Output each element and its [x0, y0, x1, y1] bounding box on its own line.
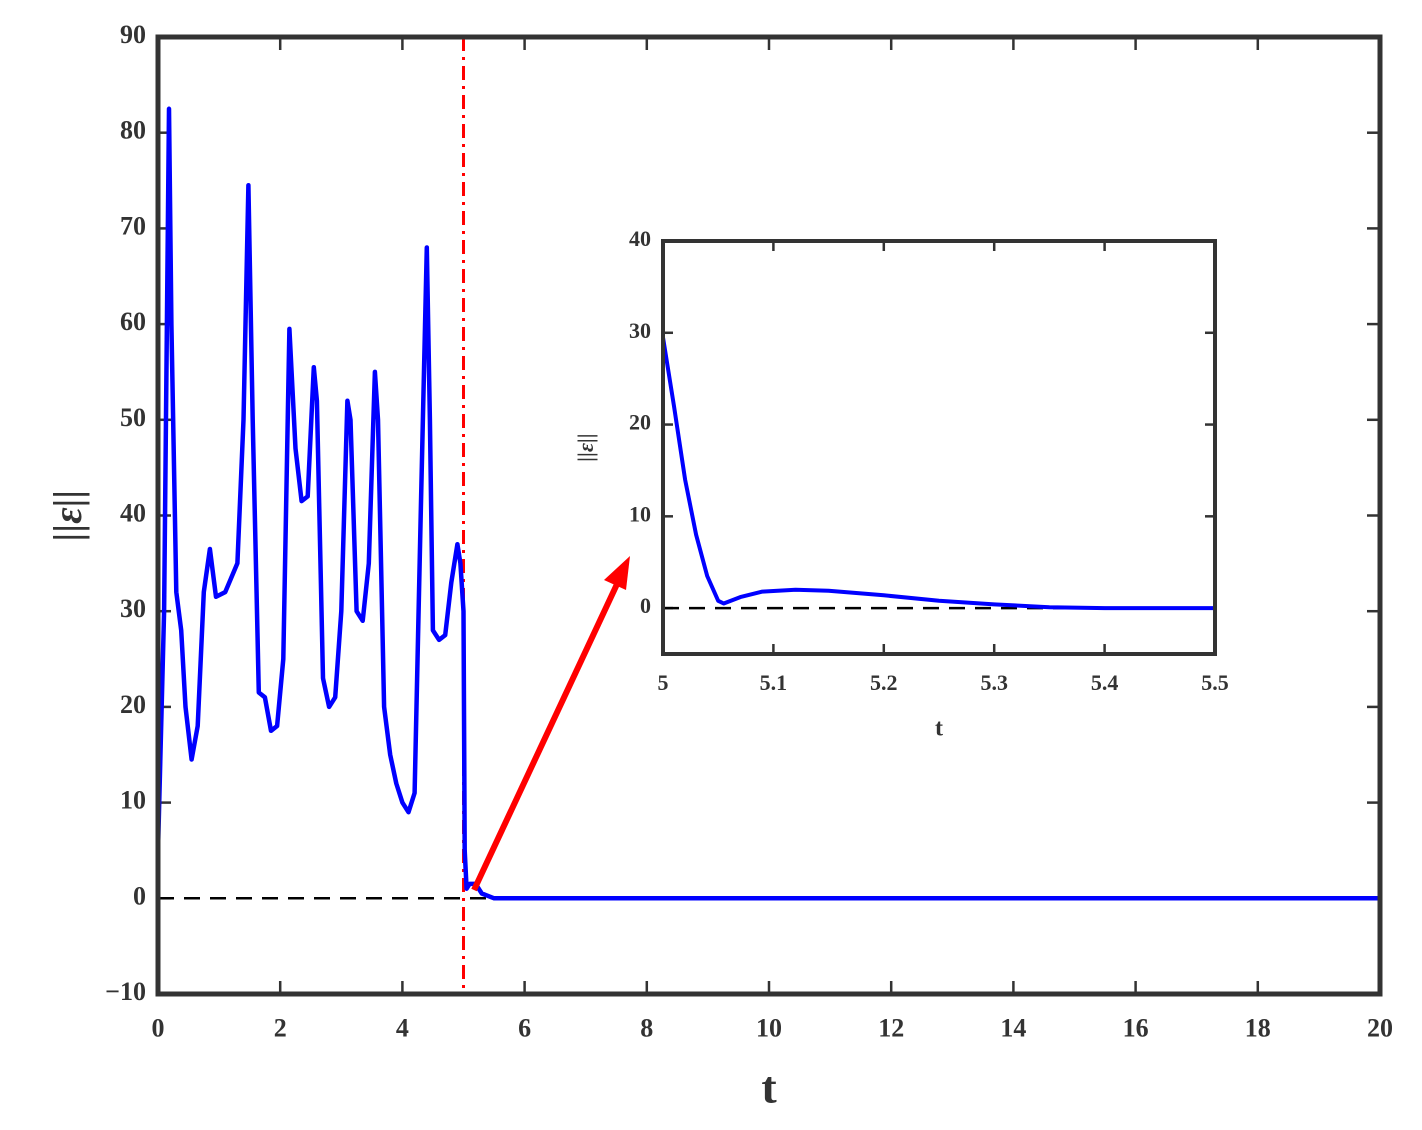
arrow-head: [604, 556, 630, 590]
arrow-shaft: [471, 580, 621, 892]
zoom-arrow: [471, 556, 630, 892]
x-tick-label: 14: [1000, 1013, 1026, 1042]
x-axis-label: t: [761, 1062, 777, 1113]
inset-plot: 5 5.1 5.2 5.3 5.4 5.5 0 10 20 30 40 t ||ε||: [573, 226, 1229, 741]
y-tick-label: 60: [120, 307, 146, 336]
y-tick-label: 40: [629, 226, 651, 251]
x-tick-label: 0: [152, 1013, 165, 1042]
plot-frame: [155, 34, 1383, 997]
x-tick-label: 5.4: [1091, 670, 1119, 695]
x-tick-label: 4: [396, 1013, 409, 1042]
x-tick-label: 18: [1245, 1013, 1271, 1042]
x-tick-label: 12: [878, 1013, 904, 1042]
plot-frame: [661, 239, 1217, 656]
x-tick-label: 5.1: [760, 670, 788, 695]
x-tick-label: 10: [756, 1013, 782, 1042]
x-tick-label: 20: [1367, 1013, 1393, 1042]
x-axis-label: t: [935, 716, 943, 742]
x-tick-label: 5: [658, 670, 669, 695]
y-axis-label: ||ε||: [573, 433, 598, 461]
y-tick-label: −10: [105, 977, 146, 1006]
y-tick-label: 50: [120, 403, 146, 432]
x-tick-label: 2: [274, 1013, 287, 1042]
y-tick-label: 20: [120, 690, 146, 719]
y-tick-label: 70: [120, 211, 146, 240]
y-tick-label: 30: [629, 318, 651, 343]
x-tick-label: 8: [640, 1013, 653, 1042]
x-tick-label: 5.5: [1201, 670, 1229, 695]
y-tick-label: 30: [120, 594, 146, 623]
y-tick-label: 0: [133, 881, 146, 910]
y-tick-label: 40: [120, 498, 146, 527]
y-tick-label: 0: [640, 593, 651, 618]
x-tick-label: 5.3: [980, 670, 1008, 695]
y-tick-label: 20: [629, 410, 651, 435]
data-line: [661, 337, 1215, 611]
y-axis-label: ||ε||: [45, 490, 90, 542]
x-tick-label: 6: [518, 1013, 531, 1042]
x-tick-label: 16: [1123, 1013, 1149, 1042]
y-tick-label: 10: [120, 786, 146, 815]
y-tick-label: 90: [120, 20, 146, 49]
x-tick-label: 5.2: [870, 670, 898, 695]
y-tick-label: 80: [120, 116, 146, 145]
data-line: [155, 106, 1380, 901]
y-tick-label: 10: [629, 501, 651, 526]
plot-background: [663, 241, 1215, 654]
